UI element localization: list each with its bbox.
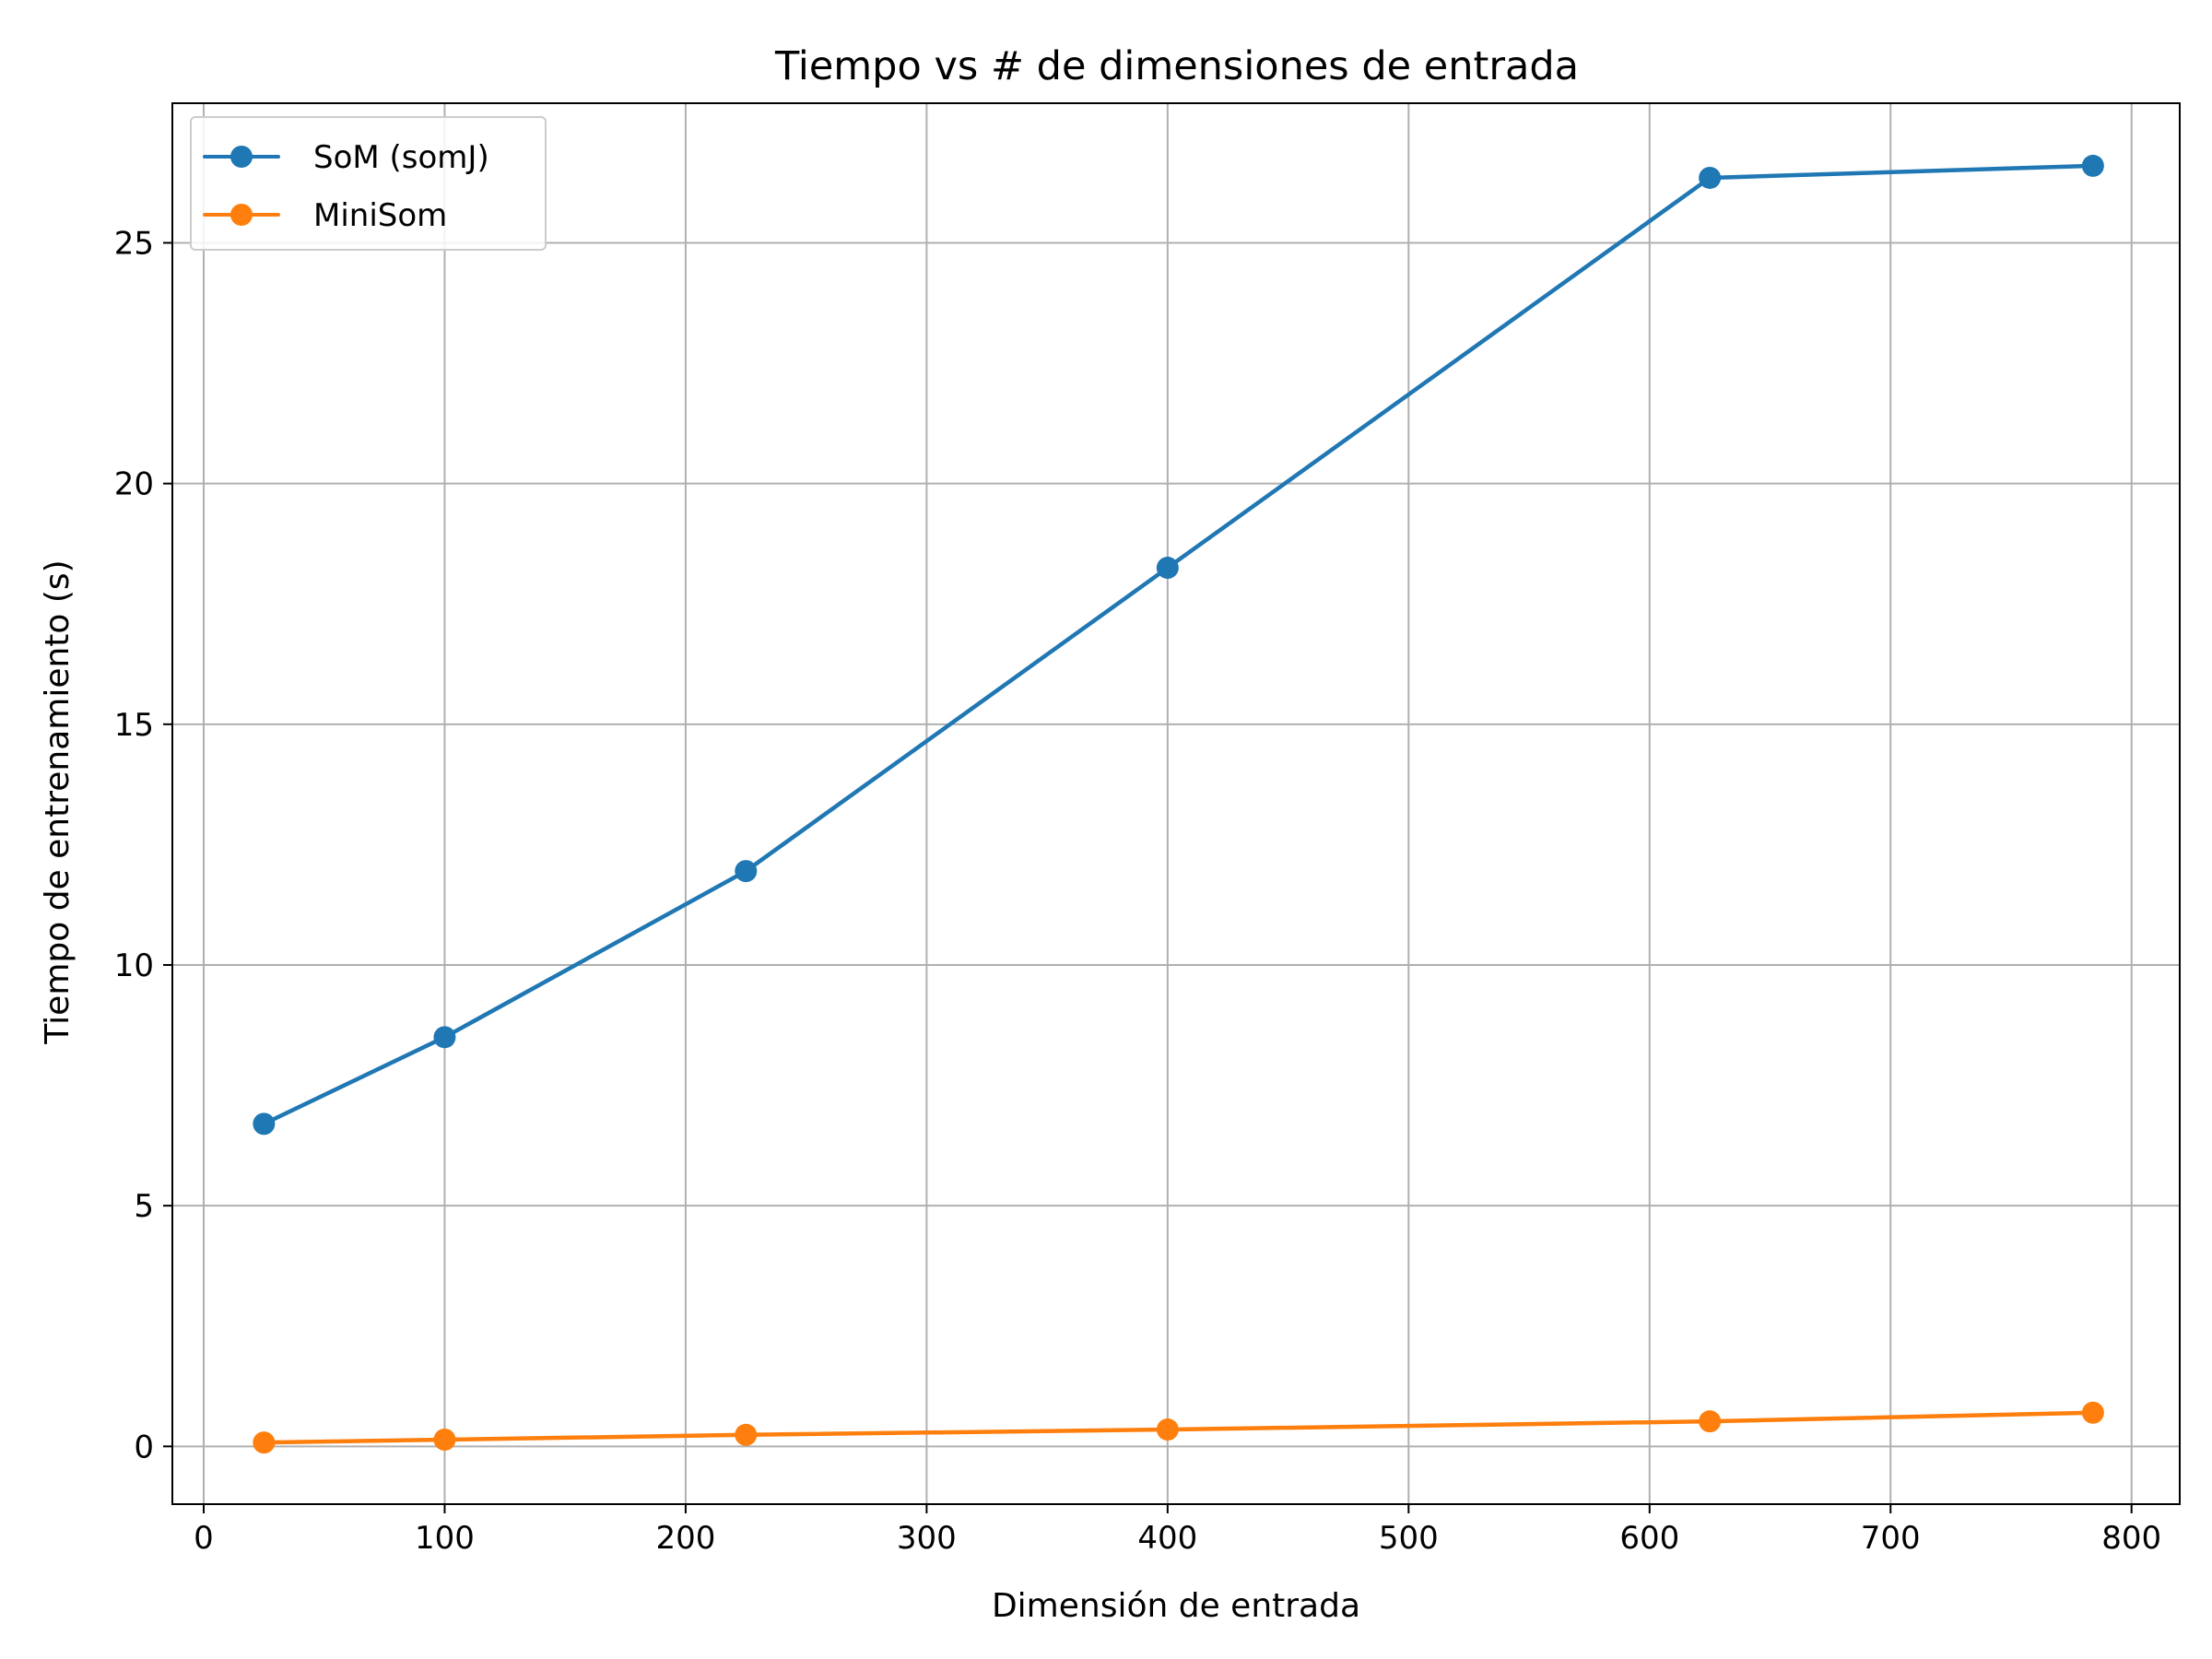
x-tick-label: 800 (2101, 1520, 2161, 1557)
y-axis-label: Tiempo de entrenamiento (s) (39, 559, 76, 1044)
x-tick-label: 0 (194, 1520, 214, 1557)
data-point-somj (433, 1026, 456, 1049)
legend: SoM (somJ) MiniSom (190, 116, 547, 251)
grid (172, 103, 2180, 1504)
x-tick-label: 200 (655, 1520, 715, 1557)
legend-marker-somj (230, 146, 253, 168)
y-tick-label: 0 (134, 1429, 154, 1465)
chart-title: Tiempo vs # de dimensiones de entrada (774, 43, 1579, 89)
series-group (253, 154, 2104, 1454)
data-point-minisom (2081, 1401, 2104, 1424)
data-point-minisom (253, 1431, 276, 1454)
y-tick-label: 25 (114, 225, 154, 262)
series-line-minisom (262, 1410, 2096, 1445)
data-point-minisom (735, 1423, 758, 1446)
data-point-minisom (433, 1429, 456, 1452)
series-line-somj (262, 163, 2096, 1126)
data-point-minisom (1699, 1410, 1722, 1433)
legend-label-minisom: MiniSom (313, 197, 447, 234)
plot-area-frame (171, 102, 2181, 1505)
y-tick-label: 10 (114, 947, 154, 984)
data-point-somj (253, 1112, 276, 1135)
data-point-somj (735, 860, 758, 883)
legend-label-somj: SoM (somJ) (313, 139, 489, 176)
y-tick-label: 20 (114, 466, 154, 503)
x-tick-label: 300 (897, 1520, 957, 1557)
x-tick-label: 400 (1137, 1520, 1197, 1557)
legend-marker-minisom (230, 204, 253, 226)
x-tick-label: 100 (415, 1520, 475, 1557)
x-axis-label: Dimensión de entrada (992, 1587, 1360, 1625)
data-point-minisom (1156, 1418, 1179, 1441)
data-point-somj (2081, 154, 2104, 177)
y-tick-label: 5 (134, 1188, 154, 1225)
y-tick-label: 15 (114, 707, 154, 744)
x-tick-label: 600 (1619, 1520, 1679, 1557)
x-tick-label: 500 (1379, 1520, 1439, 1557)
data-point-somj (1699, 166, 1722, 189)
axis-ticks: 0 100 200 300 400 500 600 700 800 0 5 10 15 20 25 (114, 225, 2161, 1557)
x-tick-label: 700 (1861, 1520, 1921, 1557)
legend-box (190, 116, 547, 251)
data-point-somj (1156, 557, 1179, 580)
